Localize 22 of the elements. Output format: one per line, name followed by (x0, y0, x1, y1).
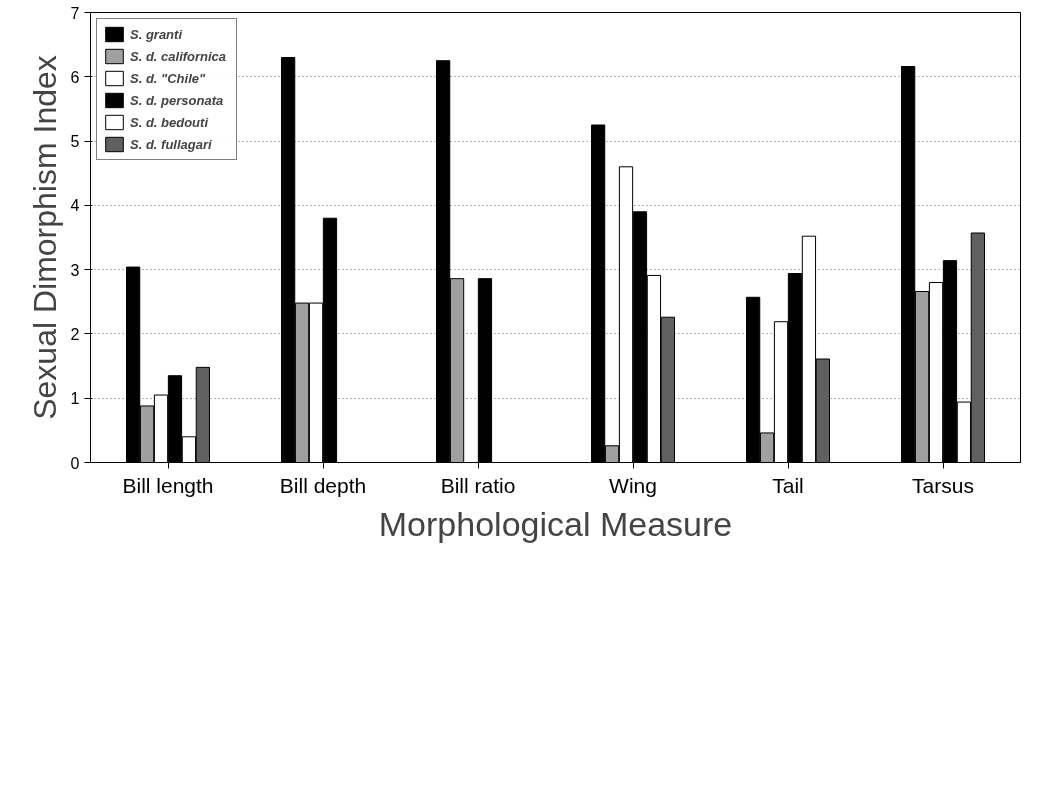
legend-label: S. d. fullagari (130, 135, 213, 153)
y-tick-label: 1 (70, 390, 80, 408)
x-tick-label: Bill ratio (440, 473, 516, 497)
legend-label: S. d. californica (130, 47, 228, 65)
y-tick-label: 5 (70, 133, 80, 151)
legend-label: S. d. "Chile" (130, 69, 207, 87)
x-tick-label: Bill depth (279, 473, 367, 497)
y-tick-label: 7 (70, 4, 80, 22)
legend-label: S. d. bedouti (130, 113, 210, 131)
x-tick-label: Tarsus (912, 473, 974, 497)
y-tick-label: 0 (70, 454, 80, 472)
y-axis-title: Sexual Dimorphism Index (26, 55, 63, 420)
y-tick-label: 3 (70, 261, 80, 279)
y-tick-label: 6 (70, 68, 80, 86)
x-axis-title: Morphological Measure (378, 504, 733, 543)
x-tick-label: Bill length (122, 473, 214, 497)
x-tick-label: Tail (772, 473, 804, 497)
x-tick-label: Wing (609, 473, 657, 497)
legend-label: S. granti (130, 25, 184, 43)
y-tick-label: 4 (70, 197, 80, 215)
y-tick-label: 2 (70, 325, 80, 343)
legend-label: S. d. personata (130, 91, 225, 109)
